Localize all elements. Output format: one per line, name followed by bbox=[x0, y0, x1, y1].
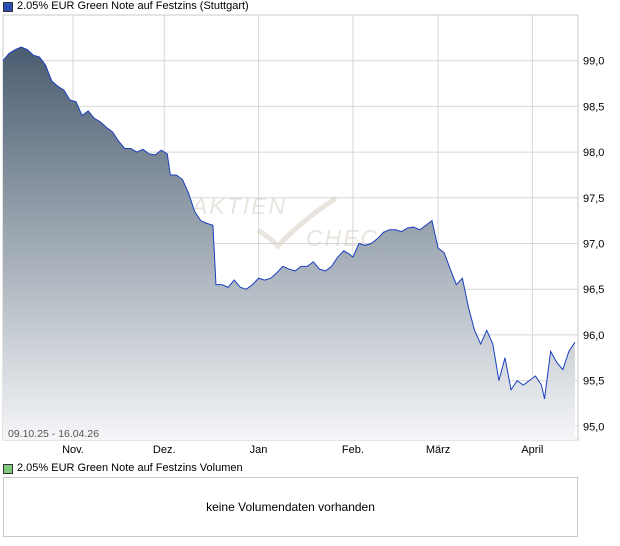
y-tick-label: 98,5 bbox=[583, 101, 604, 113]
volume-empty-message: keine Volumendaten vorhanden bbox=[206, 500, 375, 514]
y-tick-label: 95,5 bbox=[583, 376, 604, 388]
volume-chart-legend: 2.05% EUR Green Note auf Festzins Volume… bbox=[3, 462, 243, 475]
y-tick-label: 95,0 bbox=[583, 421, 604, 433]
price-legend-swatch bbox=[3, 1, 13, 12]
y-tick-label: 96,5 bbox=[583, 284, 604, 296]
watermark-text-aktien: AKTIEN bbox=[190, 193, 287, 219]
price-chart-title: 2.05% EUR Green Note auf Festzins (Stutt… bbox=[17, 0, 249, 12]
watermark-check-icon bbox=[256, 195, 338, 250]
y-tick-label: 99,0 bbox=[583, 56, 604, 68]
x-tick-label: Nov. bbox=[62, 444, 84, 456]
y-tick-label: 97,5 bbox=[583, 193, 604, 205]
x-tick-label: März bbox=[426, 444, 450, 456]
date-range-label: 09.10.25 - 16.04.26 bbox=[8, 428, 99, 440]
x-tick-label: Jan bbox=[250, 444, 268, 456]
y-axis-labels: 95,0 95,5 96,0 96,5 97,0 97,5 98,0 98,5 99,0 bbox=[583, 56, 604, 434]
x-tick-label: Feb. bbox=[342, 444, 364, 456]
y-tick-label: 98,0 bbox=[583, 147, 604, 159]
x-axis-labels: Nov. Dez. Jan Feb. März April bbox=[62, 444, 543, 456]
y-tick-label: 96,0 bbox=[583, 330, 604, 342]
price-area-fill bbox=[3, 46, 575, 441]
price-chart-legend: 2.05% EUR Green Note auf Festzins (Stutt… bbox=[3, 0, 249, 13]
y-tick-label: 97,0 bbox=[583, 238, 604, 250]
price-line bbox=[2, 46, 576, 399]
volume-chart: keine Volumendaten vorhanden bbox=[3, 477, 578, 537]
price-chart: AKTIEN CHECK 95,095,596,096,597,097,598,… bbox=[2, 14, 604, 456]
x-tick-label: Dez. bbox=[153, 444, 176, 456]
volume-legend-swatch bbox=[3, 463, 13, 474]
volume-chart-title: 2.05% EUR Green Note auf Festzins Volume… bbox=[17, 462, 243, 474]
x-tick-label: April bbox=[521, 444, 543, 456]
